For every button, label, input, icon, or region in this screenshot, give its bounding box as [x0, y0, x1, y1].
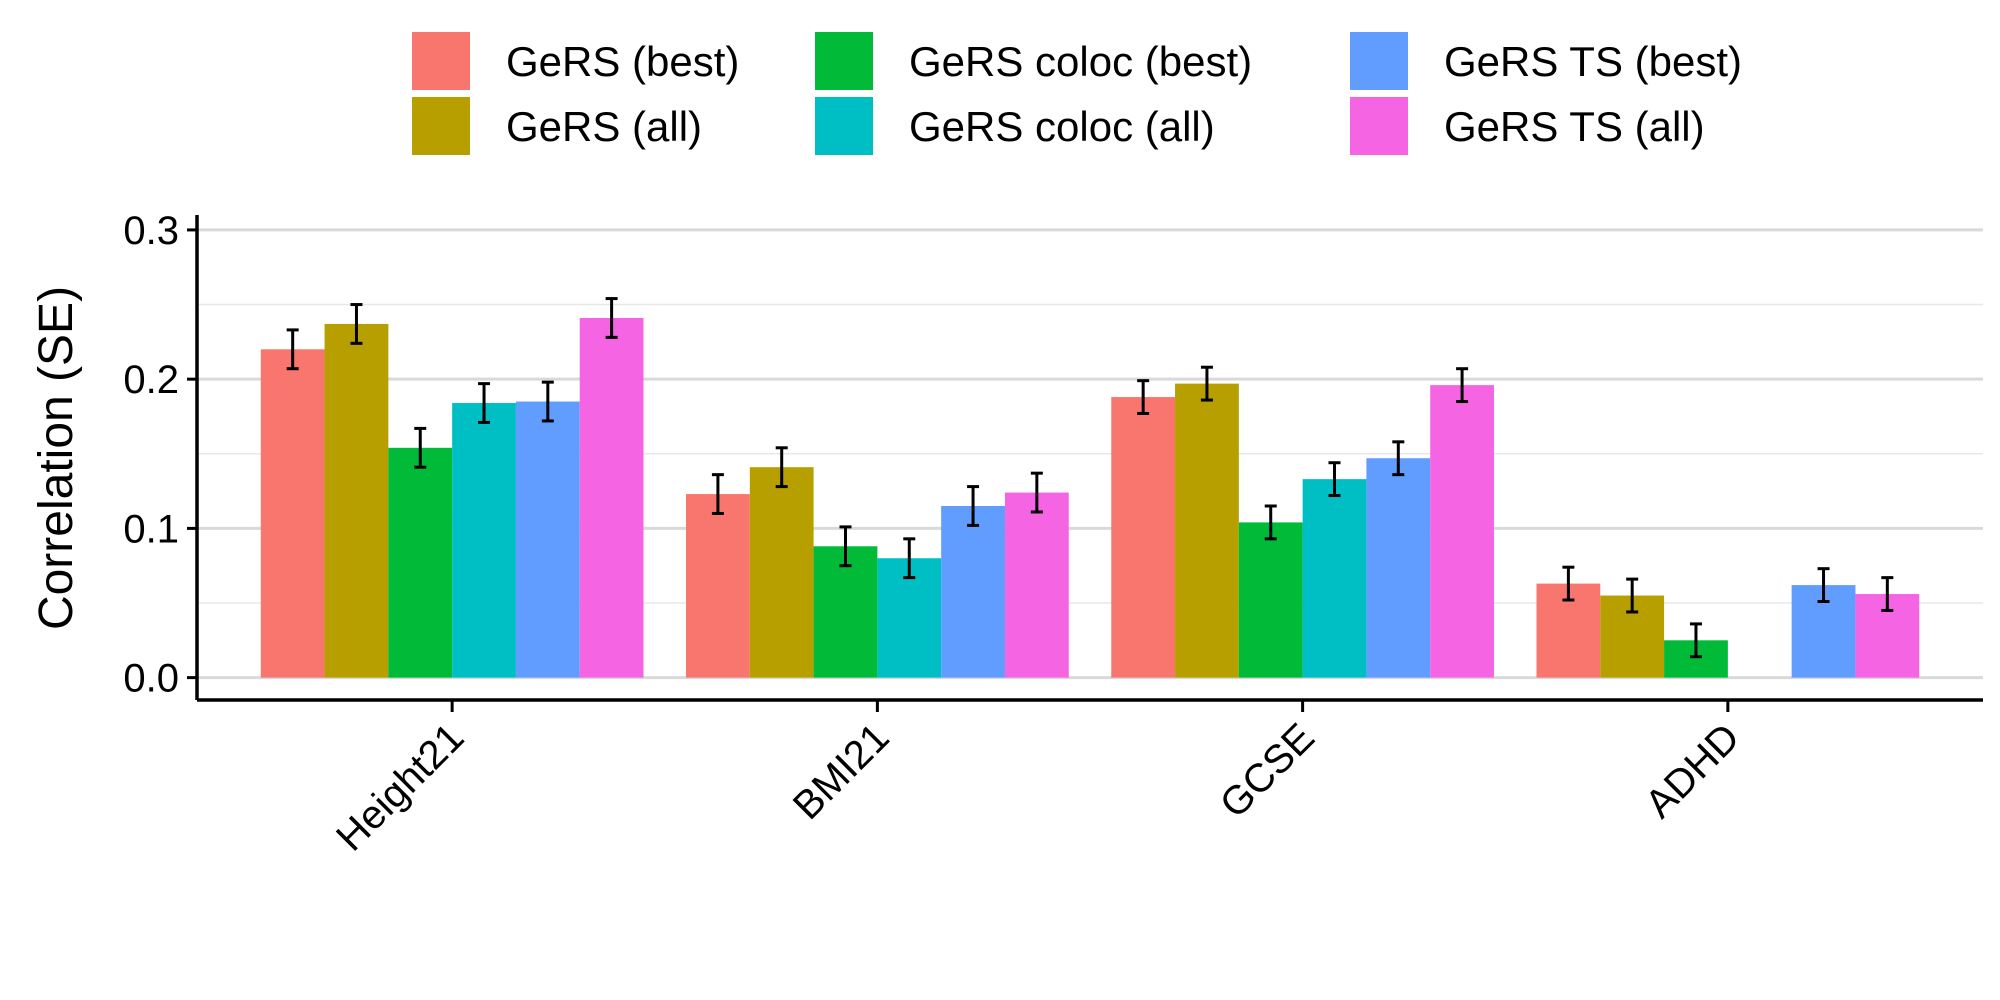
x-tick-label: ADHD: [1637, 715, 1748, 826]
x-tick-label: Height21: [328, 715, 472, 859]
bar: [1430, 385, 1494, 678]
legend-label: GeRS TS (all): [1444, 103, 1705, 150]
bar: [515, 401, 580, 678]
y-tick-label: 0.2: [123, 358, 179, 402]
bar: [260, 349, 325, 678]
legend-swatch: [1350, 97, 1408, 155]
bar: [1238, 522, 1303, 678]
legend-swatch: [1350, 32, 1408, 90]
bar: [324, 323, 389, 678]
y-tick-label: 0.1: [123, 507, 179, 551]
legend-swatch: [412, 97, 470, 155]
legend-swatch: [815, 97, 873, 155]
y-tick-label: 0.0: [123, 657, 179, 701]
legend-swatch: [815, 32, 873, 90]
bar: [1111, 397, 1176, 678]
legend-label: GeRS (best): [506, 38, 739, 85]
bar: [1175, 383, 1239, 678]
bar: [813, 546, 878, 678]
legend-swatch: [412, 32, 470, 90]
legend: GeRS (best) GeRS (all) GeRS coloc (best) Ge…: [412, 32, 1742, 155]
bar: [452, 403, 516, 678]
bar: [579, 317, 644, 678]
legend-label: GeRS coloc (best): [909, 38, 1252, 85]
bar: [388, 447, 453, 678]
bar: [1366, 458, 1431, 678]
bar: [941, 506, 1005, 678]
bar: [1302, 479, 1367, 678]
bar: [686, 494, 750, 678]
error-bars-layer: [286, 297, 1894, 659]
y-tick-label: 0.3: [123, 209, 179, 253]
x-tick-label: GCSE: [1212, 715, 1323, 826]
y-axis-title: Correlation (SE): [30, 286, 83, 630]
legend-label: GeRS TS (best): [1444, 38, 1742, 85]
bars-layer: [260, 317, 1920, 678]
bar: [1004, 492, 1069, 678]
legend-label: GeRS (all): [506, 103, 702, 150]
x-tick-label: BMI21: [785, 715, 898, 828]
legend-label: GeRS coloc (all): [909, 103, 1215, 150]
bar: [749, 467, 814, 678]
